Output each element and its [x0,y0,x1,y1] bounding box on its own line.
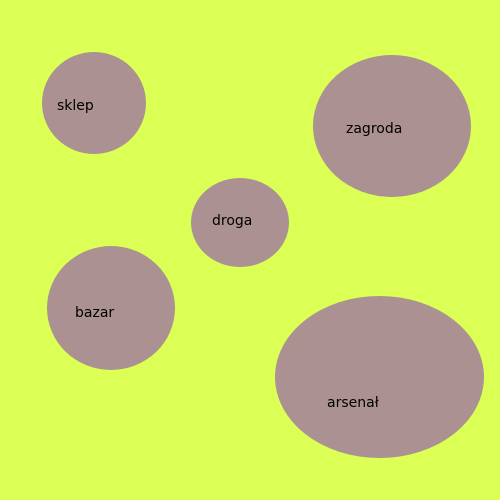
bubble-zagroda[interactable]: zagroda [313,55,471,197]
bubble-arsenal[interactable]: arsenał [275,296,484,458]
bubble-bazar[interactable]: bazar [47,246,175,370]
bubble-sklep[interactable]: sklep [42,52,146,154]
bubble-label-droga: droga [212,213,253,229]
bubble-droga[interactable]: droga [191,178,289,267]
bubble-label-zagroda: zagroda [346,121,403,137]
bubble-label-bazar: bazar [75,305,115,321]
bubble-label-arsenal: arsenał [327,395,379,411]
bubble-label-sklep: sklep [57,98,94,114]
